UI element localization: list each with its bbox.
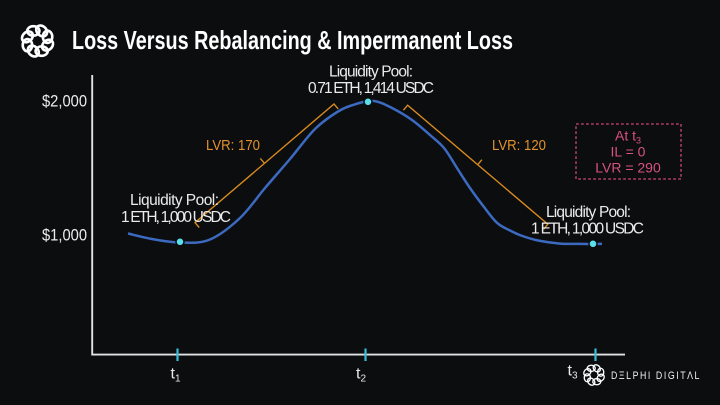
svg-text:Loss Versus Rebalancing & Impe: Loss Versus Rebalancing & Impermanent Lo… [72, 25, 513, 55]
svg-text:DΞLPHI DIGITΛL: DΞLPHI DIGITΛL [611, 370, 701, 382]
svg-text:1 ETH, 1,000 USDC: 1 ETH, 1,000 USDC [121, 209, 231, 226]
svg-text:IL = 0: IL = 0 [611, 144, 646, 160]
svg-text:t3: t3 [568, 363, 578, 382]
svg-text:LVR: 170: LVR: 170 [206, 138, 260, 154]
svg-text:Liquidity Pool:: Liquidity Pool: [329, 64, 413, 81]
svg-text:Liquidity Pool:: Liquidity Pool: [130, 192, 219, 209]
svg-text:$1,000: $1,000 [42, 226, 87, 245]
svg-text:t1: t1 [171, 366, 181, 385]
svg-text:0.71 ETH, 1,414 USDC: 0.71 ETH, 1,414 USDC [308, 80, 434, 97]
svg-text:LVR: 120: LVR: 120 [492, 138, 546, 154]
svg-text:1 ETH, 1,000 USDC: 1 ETH, 1,000 USDC [531, 221, 644, 238]
svg-text:$2,000: $2,000 [42, 92, 87, 111]
svg-text:LVR = 290: LVR = 290 [595, 160, 661, 176]
svg-text:t2: t2 [356, 366, 366, 385]
svg-text:Liquidity Pool:: Liquidity Pool: [546, 204, 631, 221]
svg-text:At t3: At t3 [615, 128, 641, 146]
